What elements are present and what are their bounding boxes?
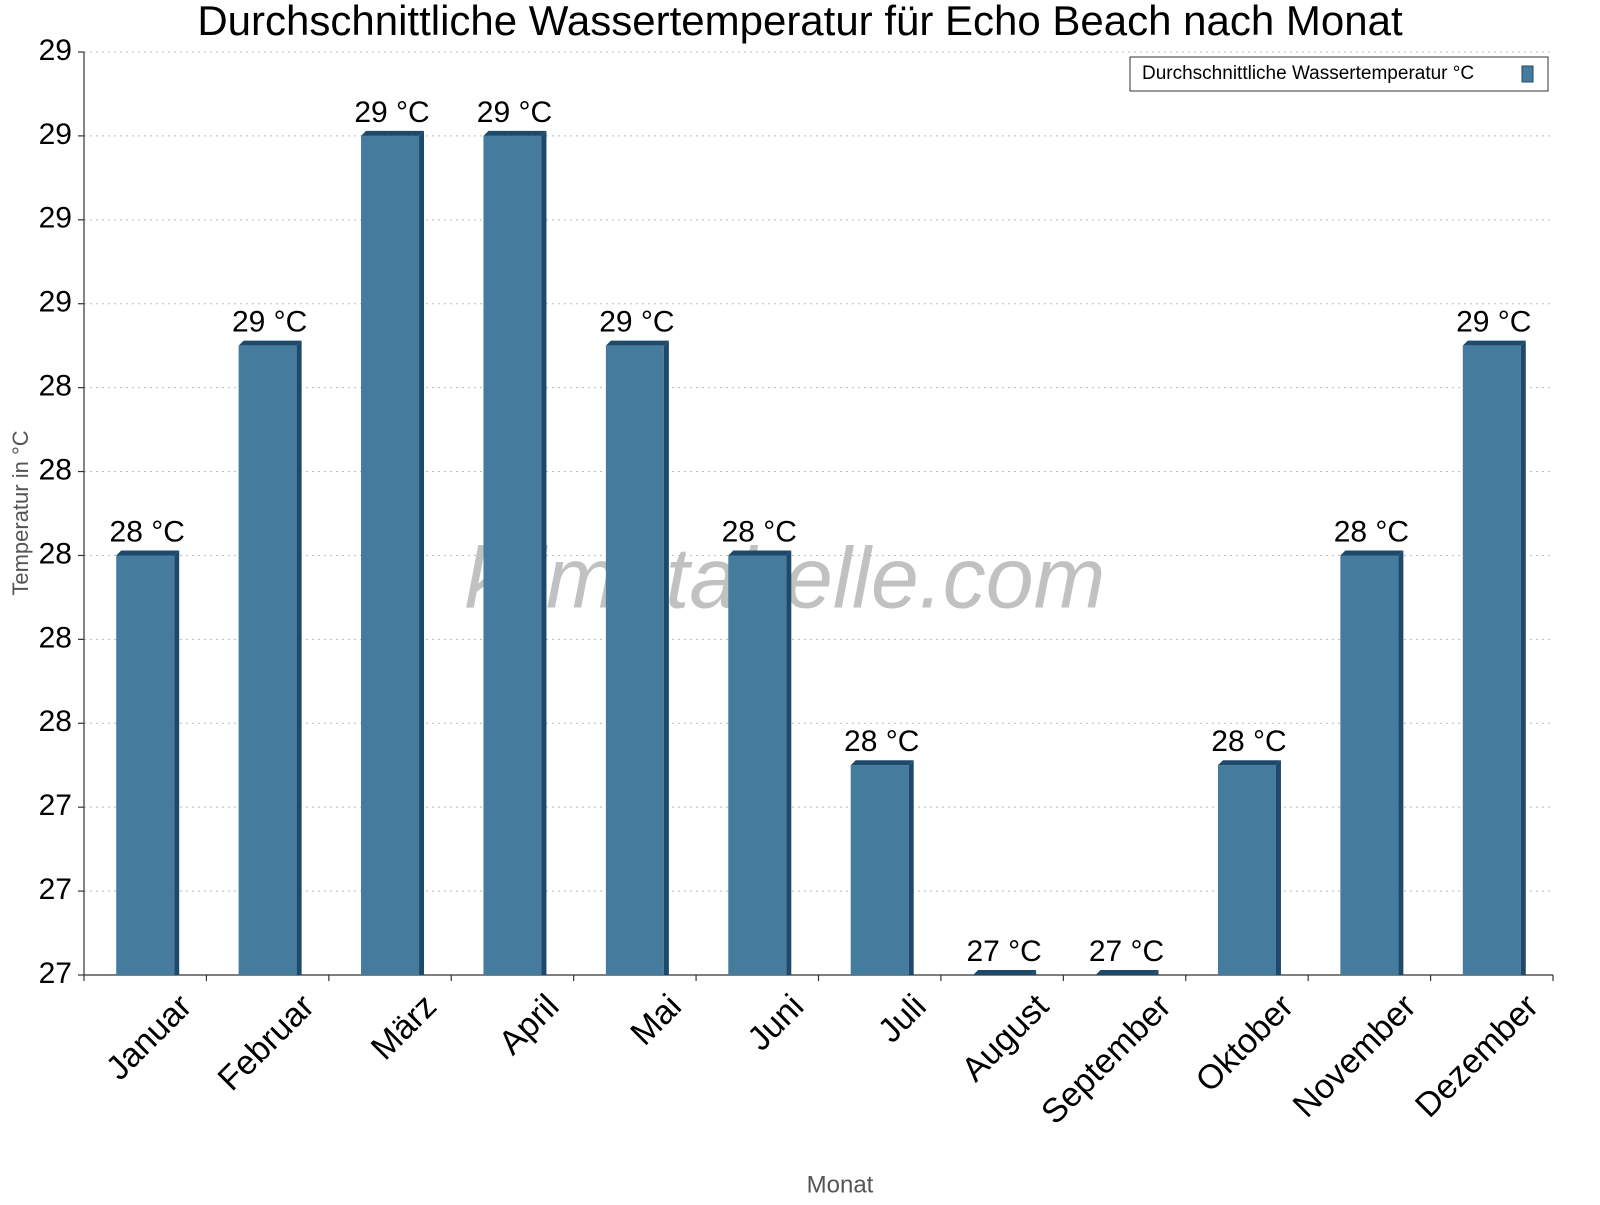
bar bbox=[1340, 555, 1399, 975]
bar-side bbox=[174, 550, 180, 975]
value-label: 27 °C bbox=[1089, 935, 1164, 968]
value-label: 27 °C bbox=[966, 935, 1041, 968]
x-tick-label: Februar bbox=[211, 987, 322, 1098]
x-tick-label: Oktober bbox=[1189, 987, 1301, 1099]
bar-side bbox=[1275, 760, 1281, 975]
y-tick-label: 28 bbox=[39, 453, 72, 486]
bar-top bbox=[850, 760, 914, 766]
legend-swatch bbox=[1521, 65, 1534, 83]
bar-group bbox=[361, 130, 425, 976]
value-label: 28 °C bbox=[1334, 515, 1409, 548]
bar-side bbox=[908, 760, 914, 975]
x-axis-label: Monat bbox=[807, 1171, 874, 1198]
y-tick-label: 28 bbox=[39, 370, 72, 403]
bar-side bbox=[419, 130, 425, 976]
value-label: 29 °C bbox=[477, 96, 552, 129]
bar-top bbox=[361, 130, 425, 136]
bar-group bbox=[483, 130, 547, 976]
bar-top bbox=[973, 970, 1037, 975]
bar bbox=[850, 765, 909, 975]
y-tick-label: 28 bbox=[39, 705, 72, 738]
x-tick-label: Juli bbox=[871, 987, 934, 1050]
bar-group bbox=[116, 550, 180, 975]
y-tick-label: 29 bbox=[39, 34, 72, 67]
bar-side bbox=[296, 340, 302, 975]
bar bbox=[238, 345, 297, 975]
bar-top bbox=[483, 130, 547, 136]
bar-top bbox=[238, 340, 302, 346]
y-tick-label: 27 bbox=[39, 873, 72, 906]
value-label: 29 °C bbox=[599, 306, 674, 339]
bar-top bbox=[1462, 340, 1526, 346]
y-tick-label: 28 bbox=[39, 537, 72, 570]
value-label: 29 °C bbox=[232, 306, 307, 339]
bar-side bbox=[663, 340, 669, 975]
y-tick-label: 28 bbox=[39, 621, 72, 654]
value-label: 28 °C bbox=[1211, 725, 1286, 758]
bar-top bbox=[605, 340, 669, 346]
bar bbox=[728, 555, 787, 975]
bar-top bbox=[116, 550, 180, 556]
x-tick-label: Dezember bbox=[1408, 987, 1546, 1125]
y-tick-label: 29 bbox=[39, 286, 72, 319]
value-label: 28 °C bbox=[110, 515, 185, 548]
bar bbox=[483, 135, 542, 976]
legend-box bbox=[1129, 56, 1549, 92]
bar bbox=[605, 345, 664, 975]
bar-top bbox=[1095, 970, 1159, 975]
bar-group bbox=[973, 970, 1037, 975]
bar-group bbox=[1340, 550, 1404, 975]
bar-top bbox=[1217, 760, 1281, 766]
bar-side bbox=[1398, 550, 1404, 975]
value-label: 29 °C bbox=[354, 96, 429, 129]
bar-group bbox=[605, 340, 669, 975]
bar-group bbox=[1462, 340, 1526, 975]
x-tick-label: September bbox=[1034, 987, 1178, 1131]
bar-group bbox=[1217, 760, 1281, 975]
bar-group bbox=[238, 340, 302, 975]
bar bbox=[116, 555, 175, 975]
bar-side bbox=[1520, 340, 1526, 975]
bar-group bbox=[1095, 970, 1159, 975]
value-label: 28 °C bbox=[844, 725, 919, 758]
bar-top bbox=[1340, 550, 1404, 556]
bar-top bbox=[728, 550, 792, 556]
chart-title: Durchschnittliche Wassertemperatur für E… bbox=[197, 0, 1403, 44]
bar-group bbox=[728, 550, 792, 975]
bar bbox=[361, 135, 420, 976]
x-tick-label: Mai bbox=[623, 987, 689, 1053]
bar-side bbox=[786, 550, 792, 975]
x-tick-label: August bbox=[954, 987, 1056, 1089]
y-tick-label: 29 bbox=[39, 118, 72, 151]
x-tick-label: März bbox=[364, 987, 444, 1067]
bar bbox=[1462, 345, 1521, 975]
value-label: 28 °C bbox=[722, 515, 797, 548]
bar-side bbox=[541, 130, 547, 976]
y-tick-label: 29 bbox=[39, 202, 72, 235]
y-axis-label: Temperatur in °C bbox=[8, 430, 33, 595]
x-tick-label: November bbox=[1286, 987, 1424, 1125]
legend-label: Durchschnittliche Wassertemperatur °C bbox=[1142, 63, 1474, 84]
bar bbox=[1217, 765, 1276, 975]
x-tick-label: Juni bbox=[740, 987, 811, 1058]
bar-group bbox=[850, 760, 914, 975]
y-tick-label: 27 bbox=[39, 957, 72, 990]
x-tick-label: Januar bbox=[99, 987, 199, 1087]
value-label: 29 °C bbox=[1456, 306, 1531, 339]
y-tick-label: 27 bbox=[39, 789, 72, 822]
x-tick-label: April bbox=[491, 987, 566, 1062]
